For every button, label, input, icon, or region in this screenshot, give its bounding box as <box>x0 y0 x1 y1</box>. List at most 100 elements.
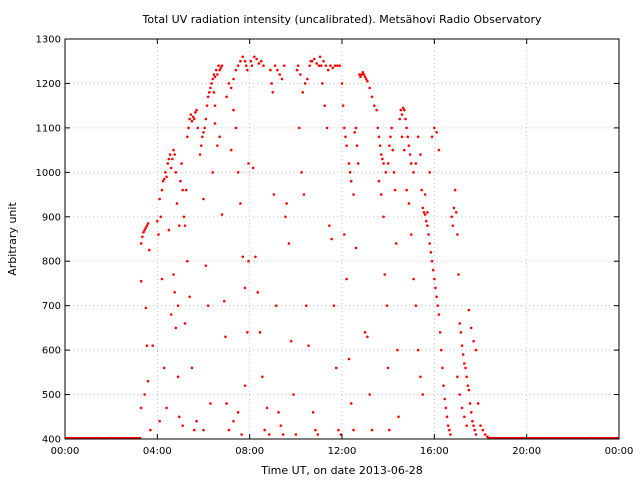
data-point <box>433 277 436 281</box>
data-point <box>405 188 408 192</box>
data-point <box>429 251 433 254</box>
data-point <box>246 68 249 72</box>
data-point <box>388 428 391 432</box>
data-point <box>322 59 325 63</box>
data-point <box>428 171 432 174</box>
data-point <box>463 362 466 365</box>
data-point <box>182 215 186 219</box>
data-point <box>407 144 411 147</box>
data-point <box>390 126 393 130</box>
data-point <box>307 344 310 347</box>
data-point <box>216 144 219 147</box>
data-point <box>435 131 438 134</box>
data-point <box>186 135 189 139</box>
data-point <box>176 375 180 379</box>
data-point <box>151 344 155 347</box>
data-point <box>448 428 451 432</box>
data-point <box>428 242 432 245</box>
data-point <box>169 166 173 170</box>
data-point <box>225 95 228 99</box>
data-point <box>205 104 209 107</box>
data-point <box>403 148 406 152</box>
data-point <box>206 95 210 99</box>
data-point <box>251 166 255 170</box>
data-point <box>361 71 365 74</box>
data-point <box>430 135 434 139</box>
data-point <box>458 393 462 396</box>
data-point <box>421 393 425 396</box>
data-point <box>465 375 468 379</box>
data-point <box>199 144 203 147</box>
data-point <box>195 419 198 423</box>
data-point <box>403 108 406 112</box>
data-point <box>144 306 148 310</box>
data-point <box>216 73 219 76</box>
data-point <box>257 62 261 65</box>
data-point <box>474 433 478 436</box>
y-tick-label: 700 <box>42 301 61 312</box>
data-point <box>227 82 231 85</box>
data-point <box>349 402 353 405</box>
data-point <box>183 322 187 325</box>
data-point <box>353 131 356 134</box>
data-point <box>352 428 355 432</box>
data-point <box>158 197 161 201</box>
data-point <box>326 68 330 72</box>
data-point <box>241 255 245 259</box>
y-tick-label: 1100 <box>36 123 61 134</box>
data-point <box>265 406 269 410</box>
data-point <box>161 179 165 183</box>
data-point <box>469 411 473 414</box>
data-point <box>376 126 380 130</box>
data-point <box>453 188 457 192</box>
data-point <box>311 411 315 414</box>
data-point <box>169 313 173 316</box>
data-point <box>412 171 415 174</box>
data-point <box>334 366 338 370</box>
data-point <box>396 348 399 352</box>
data-point <box>252 55 256 59</box>
data-point <box>377 135 381 139</box>
data-point <box>379 193 383 196</box>
data-point <box>450 215 453 219</box>
data-point <box>337 428 340 432</box>
data-point <box>243 59 247 63</box>
data-point <box>160 188 164 192</box>
data-point <box>249 59 253 63</box>
data-point <box>330 237 333 241</box>
data-point <box>483 433 487 436</box>
data-point <box>465 424 468 427</box>
data-point <box>294 433 298 436</box>
data-point <box>359 75 362 79</box>
data-point <box>454 211 458 214</box>
data-point <box>386 162 390 165</box>
data-point <box>244 64 248 67</box>
data-point <box>419 153 422 156</box>
data-point <box>333 64 337 67</box>
data-point <box>166 162 170 165</box>
data-point <box>229 86 233 90</box>
x-tick-label: 20:00 <box>512 446 541 457</box>
data-point <box>213 75 217 79</box>
data-point <box>382 162 385 165</box>
data-point <box>142 231 145 234</box>
chart-title: Total UV radiation intensity (uncalibrat… <box>142 13 542 26</box>
data-point <box>409 162 413 165</box>
data-point <box>433 126 436 130</box>
data-point <box>389 135 392 139</box>
data-point <box>408 153 412 156</box>
data-point <box>276 68 279 72</box>
data-point <box>345 144 348 147</box>
data-point <box>443 397 447 401</box>
data-point <box>431 268 435 272</box>
data-point <box>146 222 150 225</box>
data-point <box>165 175 168 179</box>
y-tick-label: 500 <box>42 390 61 401</box>
data-point <box>211 77 215 81</box>
x-tick-label: 00:00 <box>51 446 80 457</box>
data-point <box>174 171 178 174</box>
data-point <box>406 135 410 139</box>
data-point <box>306 77 309 81</box>
data-point <box>255 57 258 61</box>
data-point <box>366 335 369 339</box>
